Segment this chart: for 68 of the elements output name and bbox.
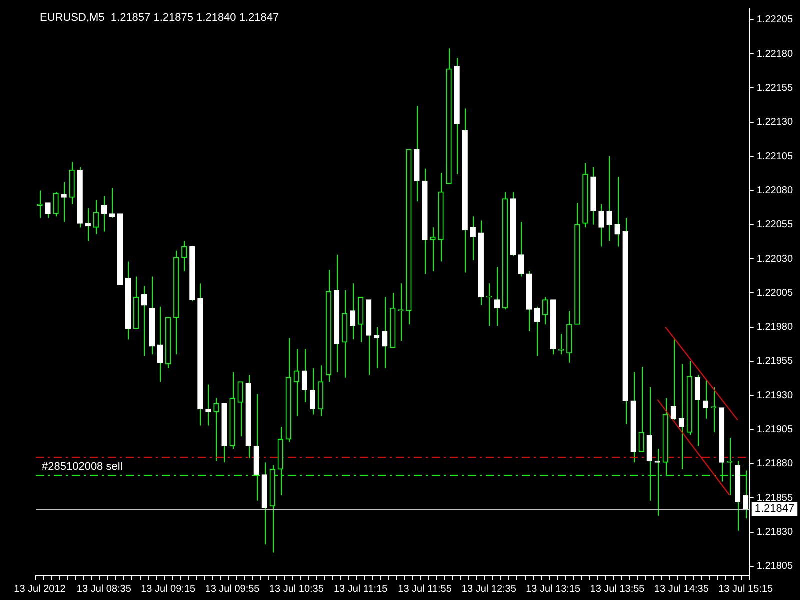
candlestick <box>206 384 212 426</box>
y-tick-label: 1.21855 <box>756 492 794 504</box>
candlestick <box>638 366 644 452</box>
y-tick-label: 1.22180 <box>756 48 794 60</box>
y-tick-label: 1.22155 <box>756 82 794 94</box>
candlestick <box>141 286 148 357</box>
candlestick <box>702 380 709 420</box>
candlestick <box>694 374 701 447</box>
candlestick <box>93 200 99 235</box>
y-tick-label: 1.22055 <box>756 220 794 231</box>
x-tick-label: 13 Jul 13:15 <box>526 584 582 595</box>
candlestick <box>710 386 717 434</box>
x-tick-label: 13 Jul 08:35 <box>76 584 132 595</box>
candlestick <box>398 283 404 342</box>
candlestick <box>518 222 524 278</box>
chart-title: EURUSD,M5 1.21857 1.21875 1.21840 1.21847 <box>40 12 280 24</box>
y-tick-label: 1.21880 <box>756 458 794 470</box>
candlestick <box>101 196 108 232</box>
candlestick <box>670 338 676 421</box>
candlestick <box>494 266 500 326</box>
candlestick <box>598 204 604 248</box>
candlestick <box>109 187 116 219</box>
candlestick <box>214 398 220 462</box>
candlestick <box>374 326 380 369</box>
candlestick <box>61 182 67 223</box>
x-tick-label: 13 Jul 09:15 <box>141 584 196 595</box>
ref-line-label: #285102008 sell <box>42 460 123 473</box>
candlestick <box>606 156 612 242</box>
candlestick <box>238 381 244 438</box>
x-tick-label: 13 Jul 2012 <box>14 584 66 595</box>
y-tick-label: 1.21905 <box>756 424 794 436</box>
x-tick-label: 13 Jul 12:35 <box>462 584 517 595</box>
x-tick-label: 13 Jul 13:55 <box>590 584 646 595</box>
candlestick <box>350 283 356 340</box>
candlestick <box>542 296 548 326</box>
candlestick <box>85 208 91 242</box>
y-tick-label: 1.21830 <box>756 527 794 538</box>
y-tick-label: 1.21980 <box>756 322 794 334</box>
x-tick-label: 13 Jul 14:35 <box>654 584 710 595</box>
candlestick <box>294 348 300 417</box>
candlestick <box>534 306 540 357</box>
candlestick <box>382 296 388 369</box>
candlestick <box>558 334 564 356</box>
x-tick-label: 13 Jul 09:55 <box>205 584 260 595</box>
y-tick-label: 1.22105 <box>756 151 794 162</box>
y-tick-label: 1.22005 <box>756 288 794 299</box>
x-tick-label: 13 Jul 11:55 <box>398 584 452 595</box>
candlestick <box>310 368 316 416</box>
y-tick-label: 1.22130 <box>756 117 794 128</box>
candlestick <box>678 364 685 470</box>
candlestick <box>45 202 51 219</box>
x-tick-label: 13 Jul 10:35 <box>269 584 324 595</box>
candlestick <box>53 192 59 218</box>
candlestick <box>157 306 164 382</box>
y-tick-label: 1.22080 <box>756 185 794 196</box>
candlestick <box>614 176 620 248</box>
candlestick <box>470 216 476 261</box>
x-tick-label: 13 Jul 15:15 <box>718 584 774 595</box>
y-tick-label: 1.22030 <box>756 254 794 265</box>
x-tick-label: 13 Jul 11:15 <box>334 584 388 595</box>
y-tick-label: 1.21955 <box>756 356 794 368</box>
y-tick-label: 1.21805 <box>756 561 794 572</box>
candlestick <box>182 240 188 272</box>
candlestick <box>37 190 43 219</box>
candlestick <box>302 348 308 403</box>
y-tick-label: 1.22205 <box>756 14 794 26</box>
ref-line-label: 1.21847 <box>754 503 795 516</box>
y-tick-label: 1.21930 <box>756 390 794 402</box>
